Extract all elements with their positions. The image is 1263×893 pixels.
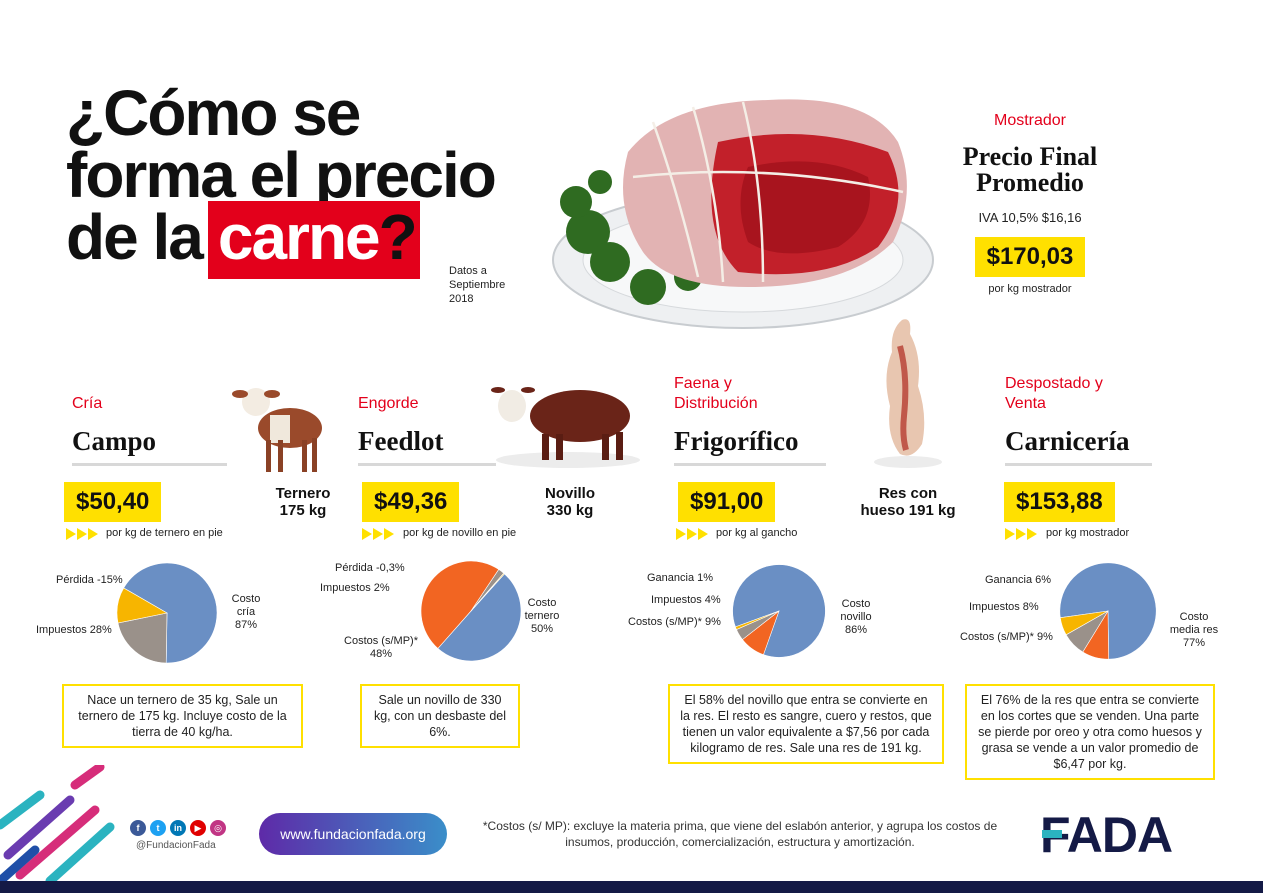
section-carniceria-header: Despostado y Venta Carnicería bbox=[1005, 374, 1152, 466]
arrows-icon bbox=[362, 528, 394, 540]
social-icons: f t in ▶ ◎ bbox=[130, 820, 226, 836]
price-box-campo: $50,40 bbox=[64, 482, 162, 522]
pie-label-costo: Costo media res 77% bbox=[1169, 611, 1219, 649]
website-link[interactable]: www.fundacionfada.org bbox=[259, 813, 447, 855]
mostrador-block: Mostrador Precio Final Promedio IVA 10,5… bbox=[940, 112, 1120, 295]
price-box-frigorifico: $91,00 bbox=[678, 482, 776, 522]
stage-label: Mostrador bbox=[993, 112, 1067, 129]
pie-label-ganancia: Ganancia 6% bbox=[985, 574, 1052, 586]
section-divider bbox=[358, 463, 496, 466]
price-unit: por kg de novillo en pie bbox=[403, 527, 517, 539]
date-note: Datos a Septiembre 2018 bbox=[449, 265, 506, 305]
price-box-feedlot: $49,36 bbox=[362, 482, 460, 522]
pie-chart-carniceria bbox=[1059, 562, 1157, 660]
animal-label-ternero: Ternero 175 kg bbox=[275, 485, 331, 519]
stage-label: Cría bbox=[72, 395, 103, 412]
stage-label-2: Distribución bbox=[674, 395, 758, 412]
animal-label-novillo: Novillo 330 kg bbox=[544, 485, 595, 519]
pie-label-costo: Costo novillo 86% bbox=[840, 598, 872, 636]
arrows-icon bbox=[676, 528, 708, 540]
facebook-icon[interactable]: f bbox=[130, 820, 146, 836]
steer-icon bbox=[491, 387, 640, 468]
title-prefix: de la bbox=[66, 201, 204, 273]
pie-label-perdida: Pérdida -15% bbox=[56, 574, 123, 586]
social-handle[interactable]: @FundacionFada bbox=[136, 840, 216, 851]
section-feedlot-header: Engorde Feedlot bbox=[358, 394, 496, 466]
stage-label: Despostado y bbox=[1005, 375, 1103, 392]
pie-label-impuestos: Impuestos 2% bbox=[320, 582, 390, 594]
section-title: Feedlot bbox=[358, 426, 444, 456]
arrows-icon bbox=[66, 528, 98, 540]
note-campo: Nace un ternero de 35 kg, Sale un terner… bbox=[62, 684, 303, 748]
pie-chart-feedlot bbox=[420, 560, 522, 662]
pie-slice bbox=[116, 587, 168, 624]
section-divider bbox=[674, 463, 826, 466]
pie-slice bbox=[117, 612, 168, 664]
pie-label-impuestos: Impuestos 4% bbox=[651, 594, 721, 606]
calf-icon bbox=[232, 388, 322, 472]
carcass-icon bbox=[874, 319, 942, 468]
footnote: *Costos (s/ MP): excluye la materia prim… bbox=[482, 819, 998, 849]
pie-slice bbox=[420, 560, 500, 649]
stage-label: Engorde bbox=[358, 395, 419, 412]
pie-chart-frigorifico bbox=[732, 564, 826, 658]
section-campo-header: Cría Campo bbox=[72, 394, 227, 466]
section-title: Frigorífico bbox=[674, 426, 799, 456]
linkedin-icon[interactable]: in bbox=[170, 820, 186, 836]
decorative-streaks bbox=[0, 765, 115, 883]
bottom-bar bbox=[0, 881, 1263, 893]
pie-slice bbox=[437, 573, 522, 662]
price-unit: por kg mostrador bbox=[1046, 527, 1130, 539]
pie-slice bbox=[470, 572, 505, 612]
title-line-2: forma el precio bbox=[66, 139, 497, 211]
pie-chart-campo bbox=[116, 562, 218, 664]
arrows-icon bbox=[1005, 528, 1037, 540]
pie-label-costos-smp: Costos (s/MP)* 9% bbox=[960, 631, 1053, 643]
stage-label-2: Venta bbox=[1005, 395, 1046, 412]
pie-label-costo: Costo cría 87% bbox=[231, 593, 261, 631]
final-price-box: $170,03 bbox=[974, 237, 1086, 277]
note-carniceria: El 76% de la res que entra se convierte … bbox=[965, 684, 1215, 780]
fada-logo: FADA bbox=[1040, 810, 1173, 858]
pie-slice bbox=[1059, 610, 1109, 636]
title-line-1: ¿Cómo se bbox=[66, 77, 361, 149]
animal-label-res: Res con hueso 191 kg bbox=[860, 485, 956, 519]
pie-label-perdida: Pérdida -0,3% bbox=[335, 562, 405, 574]
final-price-title: Precio Final Promedio bbox=[962, 142, 1098, 197]
pie-label-costos-smp: Costos (s/MP)* 48% bbox=[344, 635, 418, 660]
instagram-icon[interactable]: ◎ bbox=[210, 820, 226, 836]
meat-plate-image bbox=[552, 99, 934, 329]
iva-text: IVA 10,5% $16,16 bbox=[978, 210, 1082, 225]
pie-label-impuestos: Impuestos 28% bbox=[36, 624, 112, 636]
title-line-3: de la carne? bbox=[66, 201, 495, 279]
title-suffix: ? bbox=[378, 201, 418, 273]
section-frigorifico-header: Faena y Distribución Frigorífico bbox=[674, 374, 826, 466]
stage-label: Faena y bbox=[674, 375, 732, 392]
title-highlight: carne? bbox=[207, 201, 420, 279]
note-frigorifico: El 58% del novillo que entra se conviert… bbox=[668, 684, 944, 764]
pie-slice bbox=[735, 610, 780, 630]
fada-logo-text: FADA bbox=[1040, 810, 1172, 858]
pie-label-costo: Costo ternero 50% bbox=[524, 597, 560, 635]
note-feedlot: Sale un novillo de 330 kg, con un desbas… bbox=[360, 684, 520, 748]
twitter-icon[interactable]: t bbox=[150, 820, 166, 836]
pie-label-ganancia: Ganancia 1% bbox=[647, 572, 714, 584]
pie-slice bbox=[123, 562, 218, 664]
pie-label-costos-smp: Costos (s/MP)* 9% bbox=[628, 616, 721, 628]
price-box-carniceria: $153,88 bbox=[1004, 482, 1115, 522]
pie-slice bbox=[1059, 562, 1157, 660]
section-title: Carnicería bbox=[1005, 426, 1130, 456]
youtube-icon[interactable]: ▶ bbox=[190, 820, 206, 836]
section-divider bbox=[1005, 463, 1152, 466]
price-unit: por kg de ternero en pie bbox=[106, 527, 223, 539]
page-title: ¿Cómo se forma el precio de la carne? bbox=[66, 77, 497, 279]
final-price-unit: por kg mostrador bbox=[988, 283, 1072, 295]
section-divider bbox=[72, 463, 227, 466]
pie-label-impuestos: Impuestos 8% bbox=[969, 601, 1039, 613]
price-unit: por kg al gancho bbox=[716, 527, 798, 539]
section-title: Campo bbox=[72, 426, 157, 456]
